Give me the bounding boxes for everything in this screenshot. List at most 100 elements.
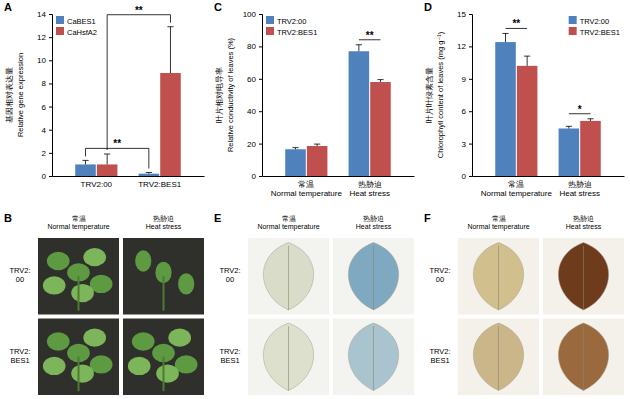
text-line: TRV2: — [219, 266, 240, 275]
x-tick: TRV2:BES1 — [138, 176, 182, 189]
significance-label: ** — [366, 30, 374, 41]
x-tick: TRV2:00 — [81, 176, 113, 189]
bar — [97, 164, 118, 176]
x-tick: 常温Normal temperature — [481, 176, 553, 198]
text-line: Heat stress — [356, 223, 392, 230]
y-tick-label: 8 — [42, 79, 47, 88]
error-bar — [527, 56, 528, 66]
text-line: 00 — [16, 275, 24, 284]
y-tick-mark — [259, 176, 262, 177]
text-line: 热胁迫 — [358, 180, 382, 189]
y-tick-label: 12 — [37, 33, 46, 42]
y-tick-label: 10 — [37, 56, 46, 65]
text-line: 常温 — [298, 180, 314, 189]
x-axis: 常温Normal temperature 热胁迫Heat stress — [263, 176, 415, 198]
legend-swatch — [569, 16, 577, 24]
error-cap — [524, 56, 530, 57]
error-cap — [167, 26, 173, 27]
photo-stem — [78, 357, 80, 391]
legend: TRV2:00TRV2:BES1 — [569, 16, 620, 37]
text-line: Normal temperature — [467, 223, 529, 231]
y-tick: 60 — [247, 75, 262, 84]
row-header: TRV2:00 — [9, 266, 30, 284]
legend-swatch — [569, 27, 577, 35]
x-tick: 常温Normal temperature — [271, 176, 343, 198]
text-line: BES1 — [10, 356, 29, 365]
significance-label: * — [578, 104, 582, 115]
error-cap — [587, 118, 593, 119]
y-tick-mark — [469, 176, 472, 177]
text-line: 00 — [226, 275, 234, 284]
photo-leaf — [43, 276, 66, 294]
y-tick: 80 — [247, 42, 262, 51]
legend-item: TRV2:BES1 — [266, 27, 317, 37]
photo-leaf — [71, 364, 94, 382]
y-tick: 3 — [462, 140, 472, 149]
photo-leaf — [135, 250, 151, 271]
bar — [370, 82, 391, 176]
x-tick-label: TRV2:00 — [81, 180, 113, 189]
photo — [333, 238, 414, 315]
y-axis-line — [49, 15, 53, 177]
y-tick-mark — [469, 14, 472, 15]
text-line: Normal temperature — [47, 223, 109, 231]
y-axis-title: 叶片相对电导率 — [215, 67, 224, 123]
y-tick-label: 4 — [42, 126, 47, 135]
y-axis-title: Relative gene expression — [16, 53, 25, 137]
error-bar — [505, 33, 506, 42]
y-axis-title: Chlorophyll content of leaves (mg g⁻¹) — [436, 31, 445, 158]
legend-swatch — [266, 16, 274, 24]
y-tick: 6 — [42, 103, 52, 112]
photo-leaf-vein — [498, 326, 499, 390]
image-panel: F常温Normal temperature热胁迫Heat stressTRV2:… — [424, 212, 624, 395]
legend-swatch — [266, 27, 274, 35]
photo-leaf — [178, 273, 194, 294]
error-cap — [377, 79, 383, 80]
bar — [517, 66, 538, 176]
x-axis: TRV2:00 TRV2:BES1 — [53, 176, 205, 189]
row-header: TRV2:BES1 — [429, 347, 450, 365]
y-tick: 40 — [247, 107, 262, 116]
y-axis-title: Relative conductivity of leaves (%) — [226, 37, 235, 152]
error-cap — [356, 44, 362, 45]
y-axis-title: 基因相对表达量 — [5, 67, 14, 123]
x-axis-line — [263, 176, 415, 177]
text-line: Normal temperature — [257, 223, 319, 231]
bar — [160, 73, 181, 176]
bar — [349, 51, 370, 176]
y-tick-label: 80 — [247, 42, 256, 51]
legend-item: TRV2:00 — [266, 16, 306, 26]
y-tick-mark — [469, 111, 472, 112]
photo-leaf-vein — [288, 326, 289, 390]
panel-label: E — [214, 212, 221, 224]
y-tick-mark — [259, 46, 262, 47]
plot-area — [495, 33, 601, 176]
photo-leaf — [473, 243, 523, 310]
column-header: 热胁迫Heat stress — [146, 215, 182, 230]
photo-leaf — [83, 328, 106, 346]
legend-item: TRV2:00 — [569, 16, 609, 26]
x-tick-label: 常温Normal temperature — [271, 180, 343, 198]
y-tick: 20 — [247, 140, 262, 149]
bar-chart: C叶片相对电导率Relative conductivity of leaves … — [214, 1, 415, 198]
text-line: 常温 — [492, 215, 506, 222]
y-tick: 0 — [42, 172, 52, 181]
error-bar — [85, 160, 86, 164]
x-tick: 热胁迫Heat stress — [349, 176, 389, 198]
photo-stem — [78, 276, 80, 310]
text-line: 热胁迫 — [153, 215, 174, 223]
error-cap — [292, 147, 298, 148]
y-tick-mark — [259, 111, 262, 112]
photo-leaf — [263, 243, 313, 310]
photo — [123, 238, 204, 315]
y-tick-label: 100 — [243, 10, 257, 19]
photo — [248, 319, 329, 396]
error-cap — [314, 144, 320, 145]
error-bar — [170, 27, 171, 73]
photo-leaf-vein — [498, 246, 499, 310]
y-tick-mark — [49, 60, 52, 61]
bar — [580, 121, 601, 176]
text-line: Heat stress — [146, 223, 182, 230]
y-tick: 0 — [462, 172, 472, 181]
x-axis: 常温Normal temperature热胁迫Heat stress — [473, 176, 625, 198]
